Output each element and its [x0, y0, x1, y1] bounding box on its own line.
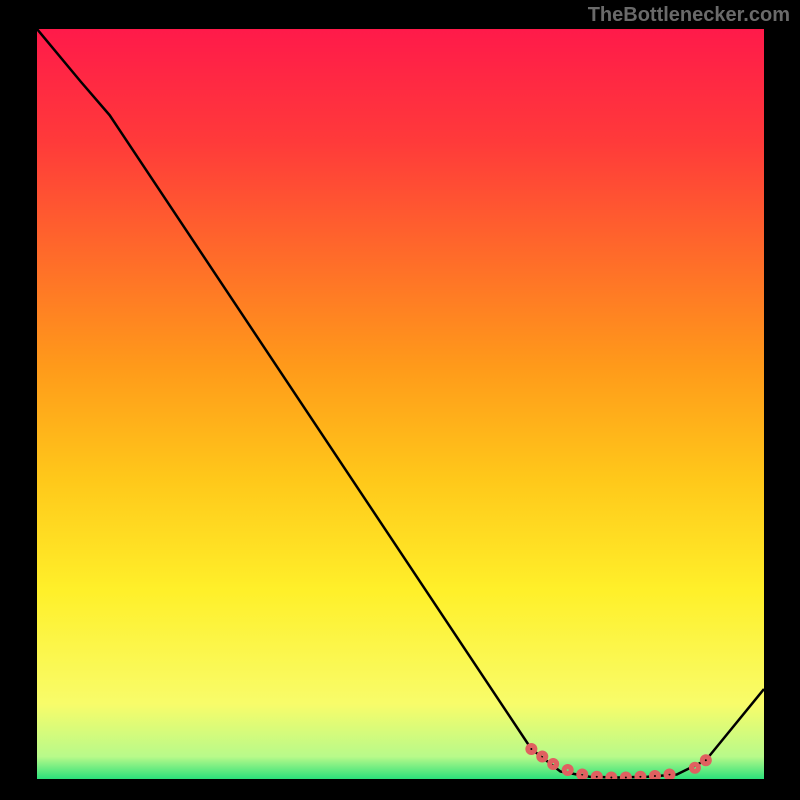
- curve-marker: [691, 764, 698, 771]
- markers-group: [528, 746, 709, 780]
- curve-marker: [564, 767, 571, 774]
- curve-marker: [550, 761, 557, 768]
- chart-plot-area: [37, 29, 764, 779]
- curve-path: [37, 29, 764, 778]
- chart-svg: [37, 29, 764, 779]
- watermark-text: TheBottlenecker.com: [588, 4, 790, 27]
